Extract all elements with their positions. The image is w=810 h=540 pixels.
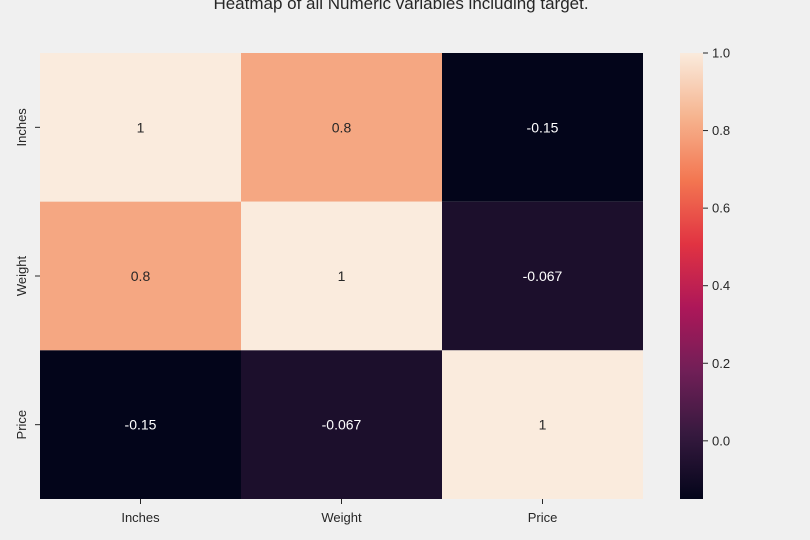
chart-title: Heatmap of all Numeric variables includi…: [213, 0, 588, 13]
y-tick-label: Price: [14, 410, 29, 440]
cell-annotation: 1: [338, 268, 346, 284]
heatmap-cell: [442, 201, 643, 351]
cell-annotation: 0.8: [131, 268, 151, 284]
heatmap-cell: [241, 350, 442, 499]
y-tick-label: Weight: [14, 256, 29, 297]
heatmap-cells: [40, 53, 643, 499]
cell-annotation: -0.15: [125, 417, 157, 433]
colorbar-gradient: [680, 53, 703, 499]
y-axis: Inches Weight Price: [14, 108, 40, 440]
heatmap-annotations: 1 0.8 -0.15 0.8 1 -0.067 -0.15 -0.067 1: [125, 119, 563, 432]
colorbar-tick-label: 0.0: [712, 433, 730, 448]
x-tick-label: Weight: [321, 510, 362, 525]
x-tick-label: Inches: [121, 510, 160, 525]
heatmap-cell: [241, 201, 442, 351]
heatmap-cell: [40, 53, 241, 202]
colorbar-tick-label: 0.2: [712, 356, 730, 371]
colorbar: 0.0 0.2 0.4 0.6 0.8 1.0: [680, 46, 730, 499]
colorbar-tick-label: 0.8: [712, 123, 730, 138]
colorbar-tick-label: 0.6: [712, 201, 730, 216]
heatmap-cell: [40, 350, 241, 499]
y-tick-label: Inches: [14, 108, 29, 147]
x-axis: Inches Weight Price: [121, 499, 557, 525]
cell-annotation: -0.15: [527, 119, 559, 135]
cell-annotation: 0.8: [332, 119, 352, 135]
cell-annotation: 1: [539, 417, 547, 433]
heatmap-cell: [40, 201, 241, 351]
x-tick-label: Price: [528, 510, 558, 525]
cell-annotation: -0.067: [523, 268, 563, 284]
heatmap-cell: [442, 53, 643, 202]
cell-annotation: -0.067: [322, 417, 362, 433]
heatmap-cell: [442, 350, 643, 499]
heatmap-cell: [241, 53, 442, 202]
colorbar-tick-label: 0.4: [712, 278, 730, 293]
cell-annotation: 1: [137, 119, 145, 135]
colorbar-tick-label: 1.0: [712, 46, 730, 61]
